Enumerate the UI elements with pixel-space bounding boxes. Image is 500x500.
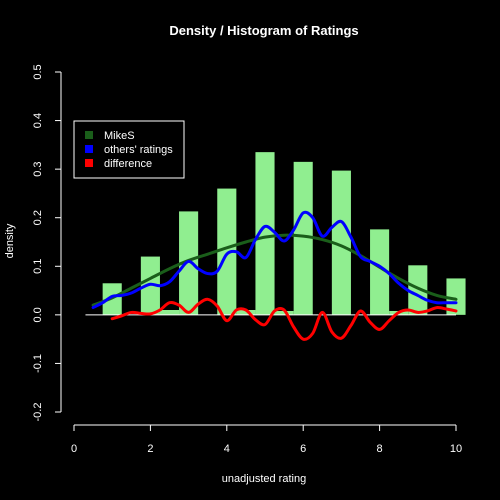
x-tick-label: 10 — [450, 443, 462, 455]
y-axis: -0.2 -0.1 0.0 0.1 0.2 0.3 0.4 0.5 — [32, 64, 62, 422]
legend: MikeS others' ratings difference — [73, 120, 185, 179]
x-axis-label: unadjusted rating — [222, 473, 306, 485]
y-tick-label: 0.2 — [32, 210, 44, 225]
y-tick-label: 0.4 — [32, 113, 44, 128]
y-tick-label: 0.3 — [32, 161, 44, 176]
y-tick-label: -0.1 — [32, 354, 44, 373]
legend-box — [73, 120, 185, 179]
y-tick-label: 0.0 — [32, 307, 44, 322]
histogram-bar — [236, 310, 256, 315]
density-curves — [91, 210, 458, 341]
legend-swatch-difference — [85, 159, 93, 167]
x-tick-label: 2 — [147, 443, 153, 455]
histogram-bar — [217, 188, 237, 315]
histogram-bar — [331, 170, 351, 315]
x-axis: 0 2 4 6 8 10 — [71, 424, 462, 455]
x-tick-label: 4 — [224, 443, 230, 455]
histogram-bars — [102, 152, 466, 315]
legend-label-others-ratings: others' ratings — [104, 144, 173, 156]
y-tick-label: -0.2 — [32, 403, 44, 422]
histogram-bar — [446, 278, 466, 315]
legend-swatch-mikes — [85, 131, 93, 139]
x-tick-label: 0 — [71, 443, 77, 455]
legend-label-difference: difference — [104, 158, 152, 170]
x-tick-label: 8 — [377, 443, 383, 455]
series-line-others-ratings — [91, 210, 458, 310]
histogram-bar — [159, 310, 180, 315]
legend-swatch-others-ratings — [85, 145, 93, 153]
histogram-bar — [274, 310, 294, 315]
histogram-bar — [179, 211, 199, 315]
histogram-bar — [255, 152, 275, 315]
series-line-difference — [110, 297, 458, 341]
series-line-mikes — [91, 233, 458, 307]
y-axis-label: density — [4, 223, 16, 258]
chart-title: Density / Histogram of Ratings — [169, 23, 358, 38]
y-tick-label: 0.1 — [32, 259, 44, 274]
histogram-bar — [370, 229, 390, 315]
y-tick-label: 0.5 — [32, 64, 44, 79]
histogram-bar — [293, 161, 313, 315]
histogram-bar — [408, 265, 428, 315]
x-tick-label: 6 — [300, 443, 306, 455]
legend-label-mikes: MikeS — [104, 130, 135, 142]
